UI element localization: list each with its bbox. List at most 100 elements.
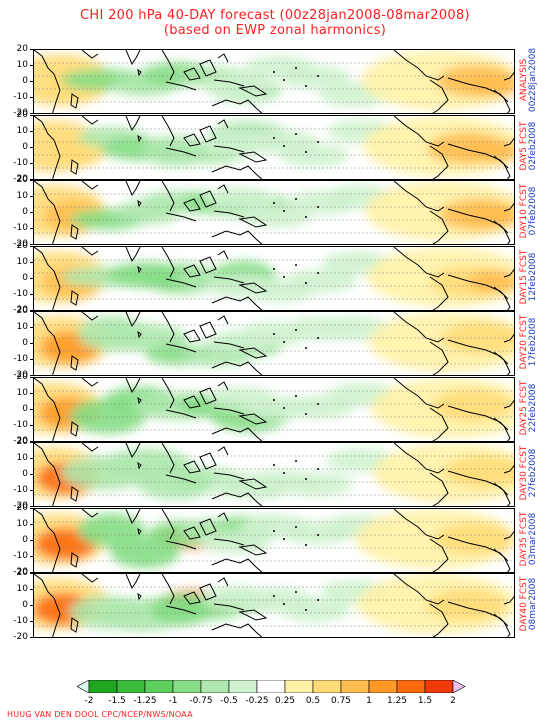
tick-mark (30, 244, 33, 245)
colorbar-tick-label: -1.25 (133, 696, 157, 706)
panel-side-label: ANALYSIS 00z28jan2008 (519, 47, 538, 113)
tick-mark (30, 180, 33, 181)
colorbar-tick-label: -2 (84, 696, 94, 706)
tick-mark (30, 393, 33, 394)
anomaly-field (34, 509, 514, 572)
latitude-tick-label: -10 (13, 158, 28, 168)
colorbar-tick-label: -1.5 (108, 696, 126, 706)
colorbar-tick-label: 1.25 (386, 696, 408, 706)
latitude-tick-label: 20 (16, 568, 28, 578)
colorbar-high-arrow (452, 680, 466, 693)
tick-mark (30, 490, 33, 491)
colorbar-tick-label: 1.5 (417, 696, 433, 706)
latitude-tick-label: -20 (13, 632, 28, 642)
tick-mark (30, 228, 33, 229)
latitude-tick-label: -10 (13, 223, 28, 233)
map-panel (33, 49, 515, 114)
latitude-tick-label: -10 (13, 551, 28, 561)
colorbar-tick-label: -1 (168, 696, 178, 706)
tick-mark (30, 262, 33, 263)
tick-mark (30, 196, 33, 197)
tick-mark (30, 310, 33, 311)
colorbar-tick-label: -0.5 (220, 696, 238, 706)
credit-text: HUUG VAN DEN DOOL CPC/NCEP/NWS/NOAA (7, 710, 193, 719)
tick-mark (30, 637, 33, 638)
latitude-tick-label: 20 (16, 372, 28, 382)
anomaly-field (34, 50, 514, 113)
latitude-tick-label: 20 (16, 241, 28, 251)
anomaly-field (34, 247, 514, 310)
latitude-tick-label: 20 (16, 503, 28, 513)
latitude-tick-label: 20 (16, 44, 28, 54)
colorbar-swatch (172, 680, 202, 693)
latitude-tick-label: 10 (16, 584, 28, 594)
latitude-tick-label: -20 (13, 501, 28, 511)
map-panel (33, 442, 515, 507)
latitude-tick-label: -10 (13, 420, 28, 430)
colorbar-tick-label: -0.25 (245, 696, 269, 706)
panel-side-label: DAY30 FCST 27feb2008 (519, 440, 538, 506)
latitude-tick-label: -10 (13, 485, 28, 495)
map-panel (33, 115, 515, 180)
tick-mark (30, 508, 33, 509)
forecast-date-label: 22feb2008 (528, 383, 538, 433)
tick-mark (30, 131, 33, 132)
latitude-tick-label: -10 (13, 92, 28, 102)
tick-mark (30, 359, 33, 360)
colorbar-swatch (368, 680, 398, 693)
latitude-tick-label: -20 (13, 174, 28, 184)
tick-mark (30, 556, 33, 557)
panel-side-label: DAY20 FCST 17feb2008 (519, 309, 538, 375)
forecast-date-label: 02feb2008 (528, 121, 538, 171)
latitude-tick-label: -10 (13, 616, 28, 626)
latitude-tick-label: 0 (22, 273, 28, 283)
latitude-tick-label: 10 (16, 388, 28, 398)
map-panel (33, 180, 515, 245)
anomaly-field (34, 378, 514, 441)
latitude-tick-label: 20 (16, 175, 28, 185)
latitude-tick-label: 0 (22, 207, 28, 217)
latitude-tick-label: 20 (16, 306, 28, 316)
panel-side-label: DAY10 FCST 07feb2008 (519, 178, 538, 244)
colorbar-swatch (312, 680, 342, 693)
latitude-tick-label: 10 (16, 453, 28, 463)
tick-mark (30, 524, 33, 525)
colorbar-swatch (116, 680, 146, 693)
tick-mark (30, 589, 33, 590)
map-panel (33, 573, 515, 638)
latitude-tick-label: -10 (13, 289, 28, 299)
latitude-tick-label: 0 (22, 469, 28, 479)
map-panel (33, 246, 515, 311)
latitude-tick-label: -20 (13, 305, 28, 315)
map-panel (33, 508, 515, 573)
panel-side-label: DAY15 FCST 12feb2008 (519, 244, 538, 310)
panel-side-label: DAY35 FCST 03mar2008 (519, 506, 538, 572)
tick-mark (30, 294, 33, 295)
colorbar-tick-label: 1 (366, 696, 372, 706)
tick-mark (30, 343, 33, 344)
tick-mark (30, 81, 33, 82)
latitude-tick-label: 10 (16, 519, 28, 529)
forecast-date-label: 07feb2008 (528, 186, 538, 236)
tick-mark (30, 458, 33, 459)
colorbar-swatch (88, 680, 118, 693)
latitude-tick-label: 20 (16, 110, 28, 120)
latitude-tick-label: 0 (22, 142, 28, 152)
colorbar-swatch (256, 680, 286, 693)
latitude-tick-label: 0 (22, 338, 28, 348)
latitude-tick-label: 0 (22, 76, 28, 86)
tick-mark (30, 375, 33, 376)
tick-mark (30, 377, 33, 378)
colorbar-swatch (396, 680, 426, 693)
title-line-2: (based on EWP zonal harmonics) (163, 23, 387, 38)
tick-mark (30, 65, 33, 66)
map-panel (33, 377, 515, 442)
anomaly-field (34, 443, 514, 506)
forecast-date-label: 17feb2008 (528, 317, 538, 367)
latitude-tick-label: 0 (22, 600, 28, 610)
tick-mark (30, 97, 33, 98)
tick-mark (30, 49, 33, 50)
colorbar-swatch (144, 680, 174, 693)
tick-mark (30, 474, 33, 475)
colorbar-swatch (284, 680, 314, 693)
